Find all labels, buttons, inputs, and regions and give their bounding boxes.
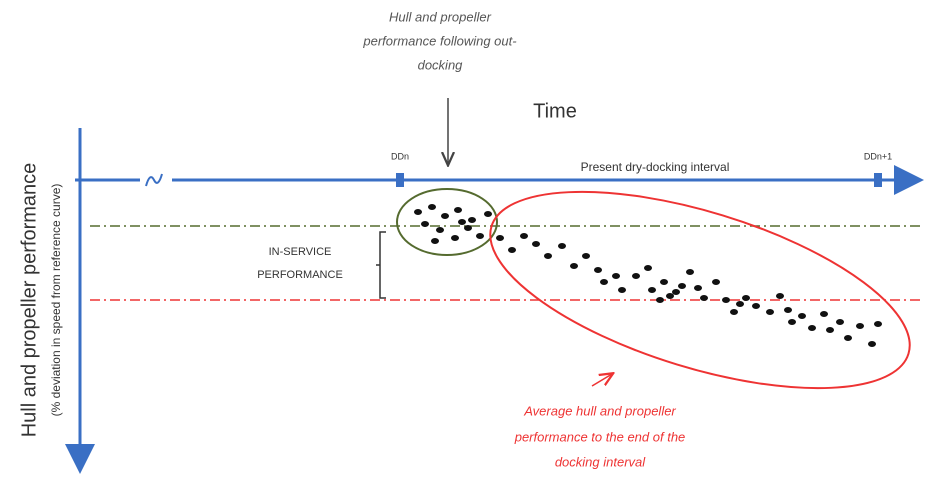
dot <box>441 213 449 219</box>
dot <box>632 273 640 279</box>
bracket-label: IN-SERVICE <box>269 246 332 258</box>
annotation: performance to the end of the <box>514 429 686 444</box>
interval-label: Present dry-docking interval <box>581 160 730 174</box>
y-axis-subtitle: (% deviation in speed from reference cur… <box>49 184 63 417</box>
dot <box>736 301 744 307</box>
dot <box>686 269 694 275</box>
dot <box>582 253 590 259</box>
bracket <box>376 231 386 299</box>
dot <box>874 321 882 327</box>
dot <box>532 241 540 247</box>
dot <box>700 295 708 301</box>
annotation: docking <box>418 57 464 72</box>
dot <box>752 303 760 309</box>
dot <box>600 279 608 285</box>
dot <box>672 289 680 295</box>
time-label: Time <box>533 100 577 122</box>
dot <box>784 307 792 313</box>
annotation-arrow <box>591 374 612 387</box>
dot <box>451 235 459 241</box>
y-axis-title: Hull and propeller performance <box>18 163 40 438</box>
dot <box>742 295 750 301</box>
dot <box>496 235 504 241</box>
dot <box>508 247 516 253</box>
dot <box>544 253 552 259</box>
tick-label: DDn <box>391 151 409 161</box>
dot <box>428 204 436 210</box>
dot <box>788 319 796 325</box>
annotation: Average hull and propeller <box>523 403 676 418</box>
annotation: performance following out- <box>362 33 517 48</box>
tick <box>874 173 882 187</box>
dot <box>594 267 602 273</box>
dot <box>666 293 674 299</box>
dot <box>612 273 620 279</box>
dot <box>618 287 626 293</box>
average-ellipse <box>489 190 911 390</box>
measurements <box>414 204 882 347</box>
dot <box>844 335 852 341</box>
dot <box>476 233 484 239</box>
tick <box>396 173 404 187</box>
bracket-label: PERFORMANCE <box>257 269 343 281</box>
annotation: Hull and propeller <box>389 9 492 24</box>
dot <box>868 341 876 347</box>
dot <box>454 207 462 213</box>
dot <box>826 327 834 333</box>
annotation: docking interval <box>555 454 646 469</box>
dot <box>421 221 429 227</box>
dot <box>431 238 439 244</box>
dot <box>856 323 864 329</box>
dot <box>730 309 738 315</box>
dot <box>464 225 472 231</box>
dot <box>798 313 806 319</box>
dot <box>458 219 466 225</box>
dot <box>766 309 774 315</box>
dot <box>644 265 652 271</box>
tick-label: DDn+1 <box>864 151 892 161</box>
dot <box>694 285 702 291</box>
dot <box>660 279 668 285</box>
dot <box>558 243 566 249</box>
dot <box>820 311 828 317</box>
dot <box>722 297 730 303</box>
dot <box>570 263 578 269</box>
dot <box>436 227 444 233</box>
dot <box>656 297 664 303</box>
axes <box>65 128 924 474</box>
dot <box>776 293 784 299</box>
dot <box>712 279 720 285</box>
axis-break <box>145 173 163 187</box>
dot <box>468 217 476 223</box>
dot <box>808 325 816 331</box>
dot <box>678 283 686 289</box>
dot <box>648 287 656 293</box>
dot <box>836 319 844 325</box>
dot <box>484 211 492 217</box>
dot <box>414 209 422 215</box>
out-docking-ellipse <box>396 188 498 256</box>
dot <box>520 233 528 239</box>
